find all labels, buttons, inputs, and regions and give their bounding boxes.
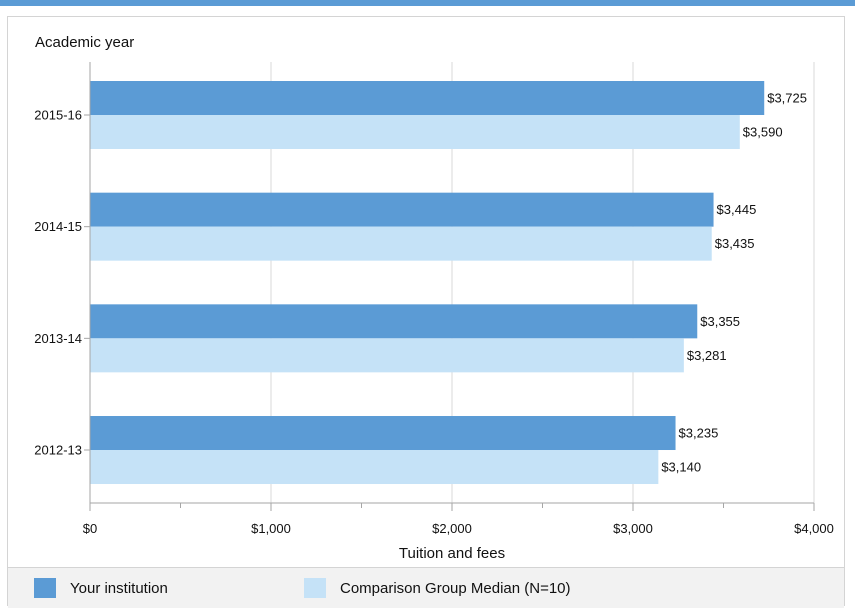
axes: 2015-16 2014-15 2013-14 2012-13 $0 $1,000 $2,0… — [34, 62, 834, 536]
y-tick-label-2013-14: 2013-14 — [34, 331, 82, 346]
legend-label-your-institution: Your institution — [70, 579, 168, 597]
top-accent-band — [0, 0, 855, 6]
data-label-2014-15-your-institution: $3,445 — [717, 202, 757, 217]
bar-2012-13-your-institution — [90, 416, 676, 451]
bar-2012-13-comparison-median — [90, 450, 659, 485]
x-tick-label-1-000: $1,000 — [251, 521, 291, 536]
data-labels: $3,725 $3,590 $3,445 $3,435 $3,355 $3,281 $3,2… — [661, 91, 807, 475]
bar-2014-15-comparison-median — [90, 226, 712, 261]
y-tick-label-2014-15: 2014-15 — [34, 219, 82, 234]
x-tick-label-2-000: $2,000 — [432, 521, 472, 536]
data-label-2015-16-comparison-median: $3,590 — [743, 125, 783, 140]
bar-2014-15-your-institution — [90, 192, 714, 227]
y-axis-title: Academic year — [35, 34, 134, 51]
bar-2015-16-your-institution — [90, 81, 765, 115]
data-label-2014-15-comparison-median: $3,435 — [715, 236, 755, 251]
data-label-2012-13-comparison-median: $3,140 — [661, 460, 701, 475]
data-label-2012-13-your-institution: $3,235 — [679, 426, 719, 441]
y-tick-label-2015-16: 2015-16 — [34, 108, 82, 123]
y-tick-label-2012-13: 2012-13 — [34, 443, 82, 458]
legend-swatch-your-institution — [34, 578, 56, 598]
data-label-2013-14-comparison-median: $3,281 — [687, 348, 727, 363]
legend-item-comparison-group-median: Comparison Group Median (N=10) — [304, 578, 571, 598]
chart-legend: Your institution Comparison Group Median… — [8, 567, 844, 608]
bar-2015-16-comparison-median — [90, 115, 740, 149]
legend-label-comparison-group-median: Comparison Group Median (N=10) — [340, 579, 571, 597]
legend-item-your-institution: Your institution — [34, 578, 168, 598]
bar-2013-14-your-institution — [90, 304, 698, 339]
data-label-2013-14-your-institution: $3,355 — [700, 314, 740, 329]
legend-swatch-comparison-group-median — [304, 578, 326, 598]
x-axis-title: Tuition and fees — [399, 545, 505, 562]
data-label-2015-16-your-institution: $3,725 — [767, 91, 807, 106]
x-tick-label-0: $0 — [83, 521, 97, 536]
x-tick-label-3-000: $3,000 — [613, 521, 653, 536]
x-tick-label-4-000: $4,000 — [794, 521, 834, 536]
bar-2013-14-comparison-median — [90, 338, 684, 373]
bars — [90, 81, 765, 485]
